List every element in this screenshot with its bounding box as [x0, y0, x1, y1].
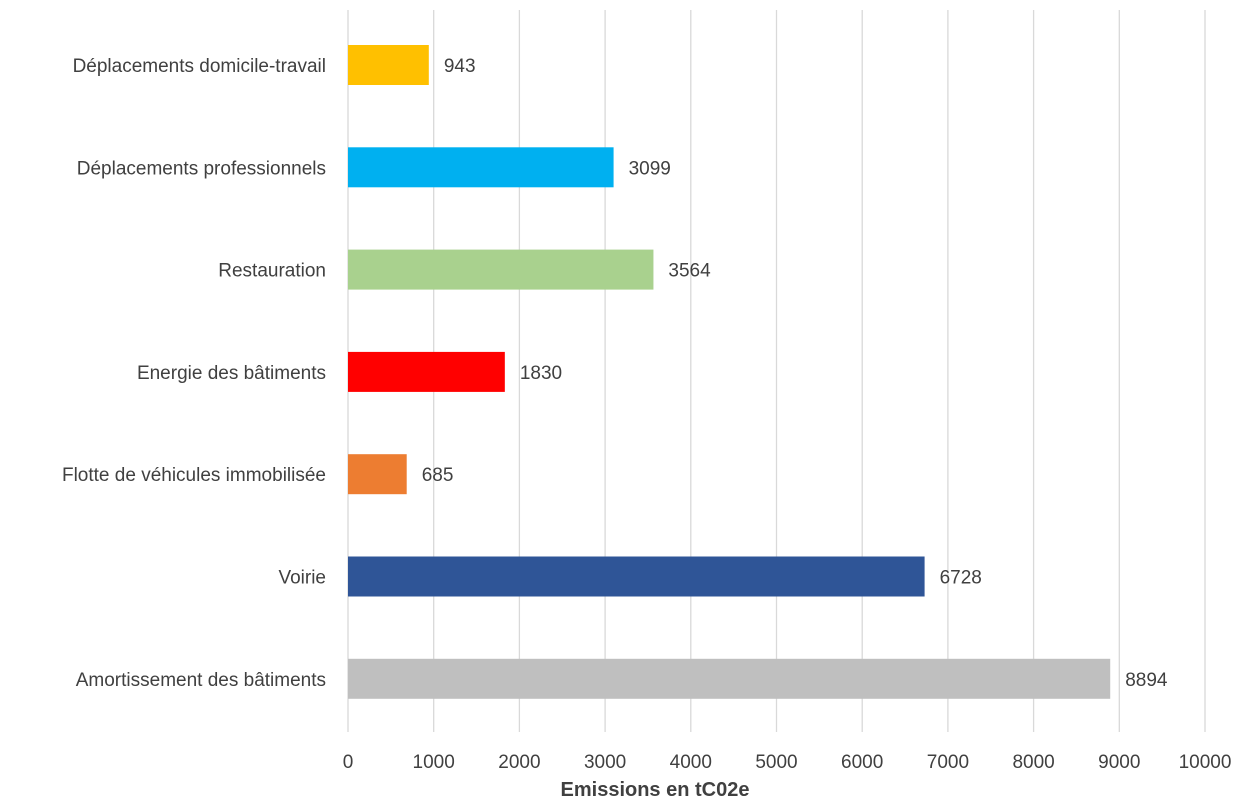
data-label: 8894	[1125, 670, 1168, 691]
x-tick-label: 5000	[755, 752, 797, 773]
bar	[348, 556, 925, 597]
category-label: Energie des bâtiments	[137, 363, 326, 384]
x-tick-label: 0	[343, 752, 354, 773]
bar	[348, 147, 614, 188]
x-tick-label: 10000	[1179, 752, 1232, 773]
x-tick-label: 2000	[498, 752, 540, 773]
x-tick-label: 8000	[1012, 752, 1054, 773]
labels: 0 1000 2000 3000 4000 5000 6000 7000 8000 9000 100…	[62, 56, 1231, 773]
data-label: 943	[444, 56, 476, 77]
x-tick-label: 1000	[413, 752, 455, 773]
gridlines	[347, 10, 1206, 732]
x-axis-title: Emissions en tC02e	[561, 779, 750, 801]
data-label: 3099	[629, 158, 671, 179]
x-tick-label: 4000	[670, 752, 712, 773]
bar	[348, 658, 1111, 699]
data-label: 685	[422, 465, 454, 486]
data-label: 3564	[668, 261, 711, 282]
data-label: 6728	[940, 568, 982, 589]
bar	[348, 454, 407, 495]
category-label: Voirie	[278, 568, 326, 589]
category-label: Flotte de véhicules immobilisée	[62, 465, 326, 486]
bar	[348, 249, 654, 290]
bar	[348, 45, 429, 85]
category-label: Restauration	[218, 261, 326, 282]
data-label: 1830	[520, 363, 562, 384]
bars	[348, 45, 1111, 699]
x-tick-label: 3000	[584, 752, 626, 773]
x-tick-label: 9000	[1098, 752, 1140, 773]
category-label: Déplacements domicile-travail	[73, 56, 326, 77]
x-tick-label: 6000	[841, 752, 883, 773]
category-label: Amortissement des bâtiments	[76, 670, 326, 691]
x-tick-label: 7000	[927, 752, 969, 773]
category-label: Déplacements professionnels	[77, 158, 326, 179]
bar	[348, 351, 505, 392]
